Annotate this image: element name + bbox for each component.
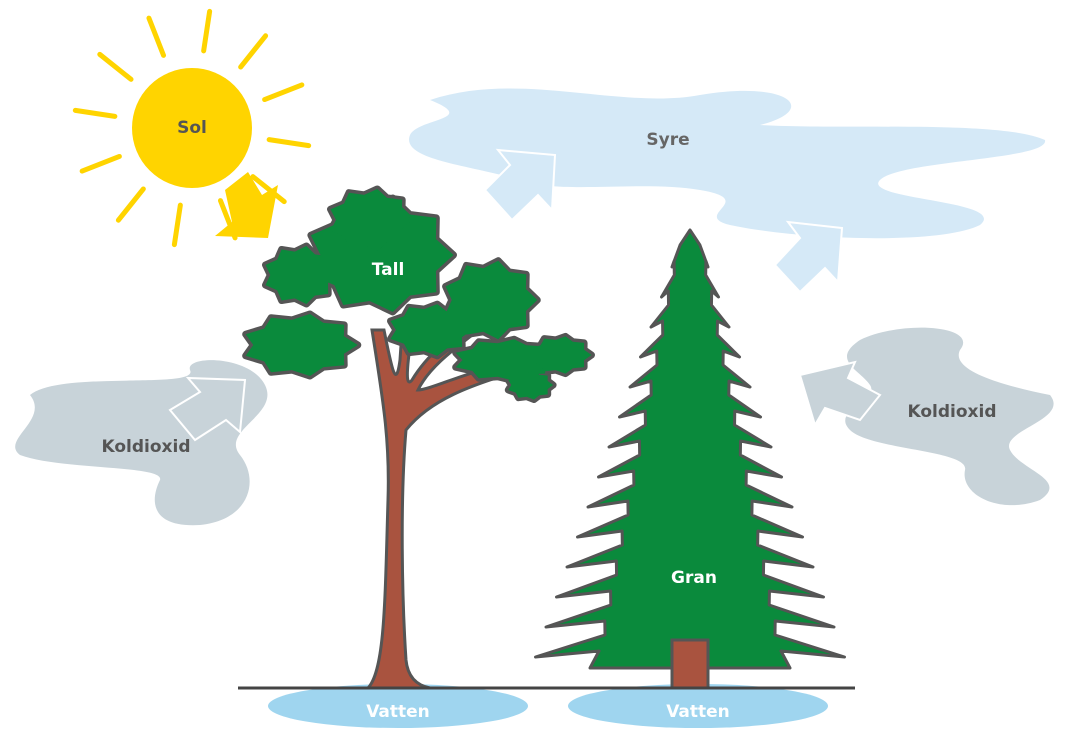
spruce-trunk — [672, 640, 708, 688]
sun-ray — [241, 36, 266, 67]
sun-ray — [204, 11, 210, 51]
sun-ray — [118, 189, 143, 220]
diagram: Sol Syre Tall Gran Koldioxid Koldioxid V… — [0, 0, 1075, 730]
co2-label: Koldioxid — [101, 437, 190, 457]
spruce — [536, 230, 845, 688]
water-label: Vatten — [666, 702, 730, 722]
sun-ray — [174, 205, 180, 245]
oxygen-label: Syre — [646, 130, 689, 150]
sun-ray — [75, 110, 115, 116]
sun-ray — [100, 54, 131, 79]
spruce-foliage — [536, 230, 845, 668]
pine-label: Tall — [372, 260, 405, 280]
co2-label: Koldioxid — [907, 402, 996, 422]
sun-ray — [149, 18, 164, 55]
sun-ray — [82, 156, 119, 171]
sun-label: Sol — [177, 118, 207, 138]
page: Sol Syre Tall Gran Koldioxid Koldioxid V… — [0, 0, 1075, 730]
spruce-label: Gran — [671, 568, 717, 588]
sun-ray — [269, 140, 309, 146]
oxygen-cloud — [409, 89, 1045, 239]
sun-ray — [265, 85, 302, 100]
water-label: Vatten — [366, 702, 430, 722]
